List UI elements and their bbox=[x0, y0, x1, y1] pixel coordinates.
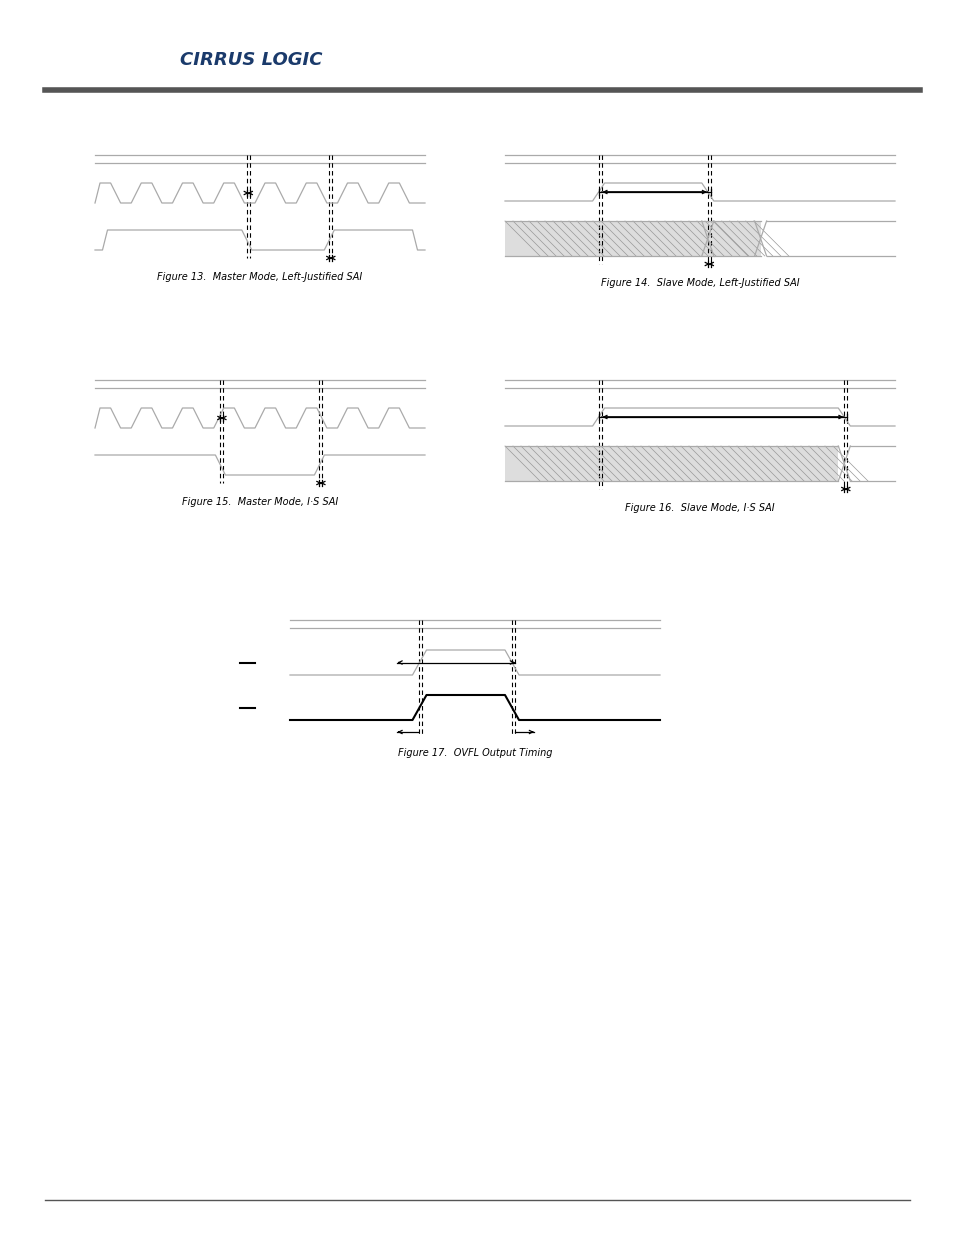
Text: Figure 14.  Slave Mode, Left-Justified SAI: Figure 14. Slave Mode, Left-Justified SA… bbox=[600, 278, 799, 288]
Text: Figure 13.  Master Mode, Left-Justified SAI: Figure 13. Master Mode, Left-Justified S… bbox=[157, 272, 362, 282]
Bar bbox=[713, 221, 760, 256]
Bar bbox=[504, 221, 713, 256]
Text: Figure 16.  Slave Mode, I·S SAI: Figure 16. Slave Mode, I·S SAI bbox=[624, 503, 774, 513]
Text: Figure 17.  OVFL Output Timing: Figure 17. OVFL Output Timing bbox=[397, 748, 552, 758]
Text: Figure 15.  Master Mode, I·S SAI: Figure 15. Master Mode, I·S SAI bbox=[182, 496, 337, 508]
Text: CIRRUS LOGIC: CIRRUS LOGIC bbox=[180, 51, 322, 69]
Bar bbox=[504, 446, 838, 480]
